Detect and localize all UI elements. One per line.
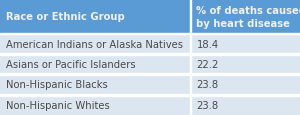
Text: Non-Hispanic Blacks: Non-Hispanic Blacks [6,80,108,90]
Text: 18.4: 18.4 [196,39,219,49]
Bar [0,33,300,35]
Bar [0,94,300,96]
Bar [190,0,191,34]
Text: Asians or Pacific Islanders: Asians or Pacific Islanders [6,60,136,69]
Bar [190,0,300,34]
Bar [190,95,300,115]
Text: % of deaths caused
by heart disease: % of deaths caused by heart disease [196,6,300,29]
Bar [0,75,190,95]
Bar [190,34,191,54]
Text: Non-Hispanic Whites: Non-Hispanic Whites [6,100,110,110]
Text: 22.2: 22.2 [196,60,219,69]
Bar [0,0,190,34]
Bar [190,54,191,75]
Text: Race or Ethnic Group: Race or Ethnic Group [6,12,125,22]
Bar [190,75,191,95]
Bar [0,53,300,55]
Text: 23.8: 23.8 [196,80,219,90]
Text: American Indians or Alaska Natives: American Indians or Alaska Natives [6,39,183,49]
Bar [0,74,300,75]
Bar [0,34,190,54]
Bar [190,54,300,75]
Bar [0,95,190,115]
Text: 23.8: 23.8 [196,100,219,110]
Bar [190,95,191,115]
Bar [190,75,300,95]
Bar [0,54,190,75]
Bar [190,34,300,54]
